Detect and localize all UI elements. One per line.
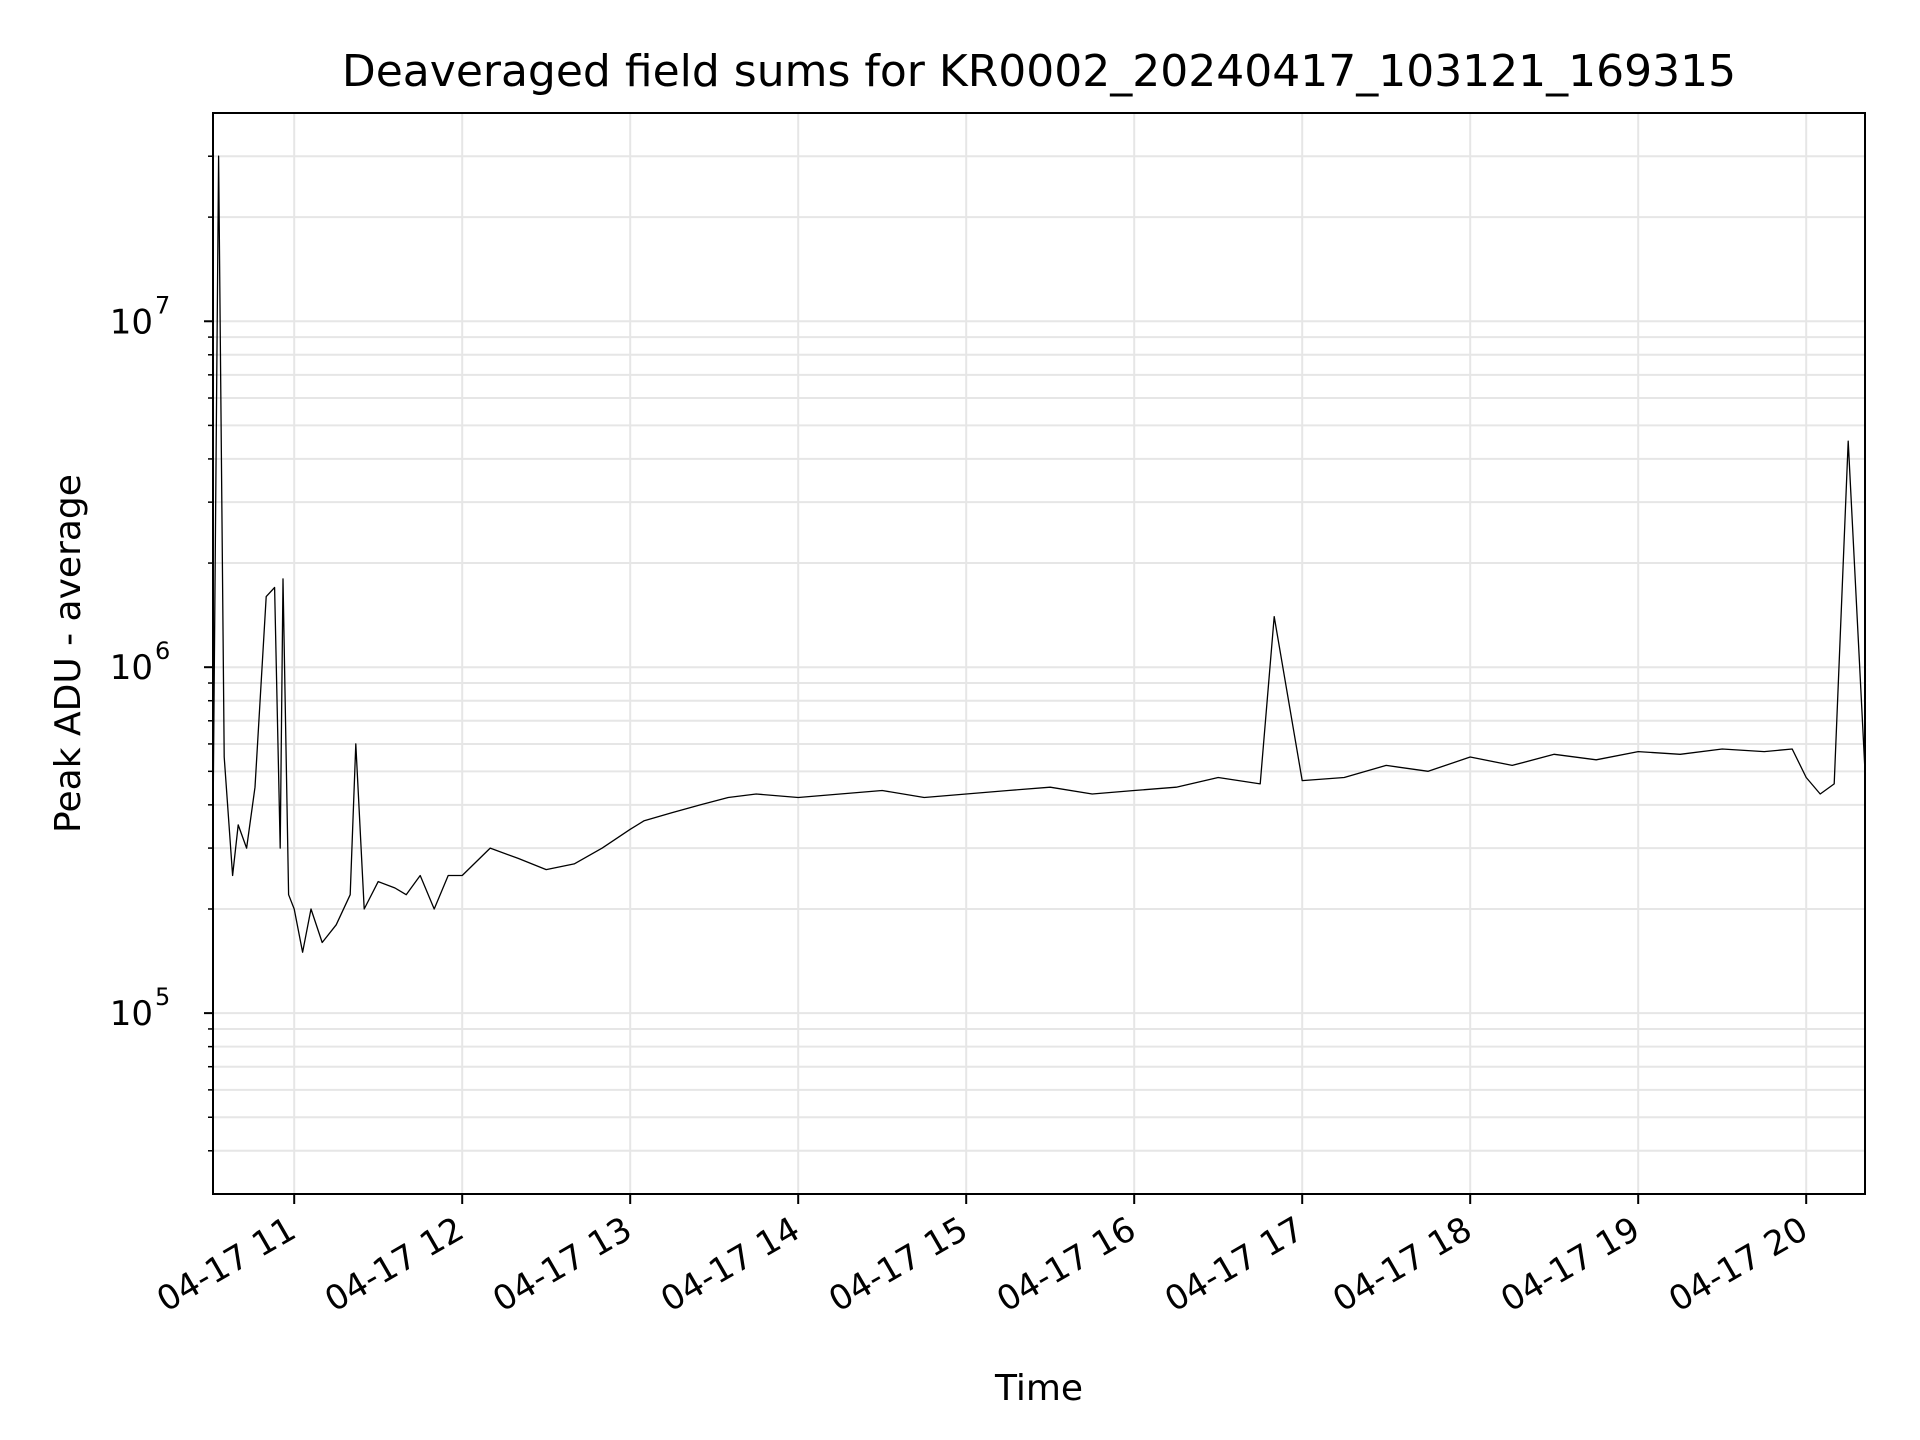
y-tick-exponent: 5 [155,983,170,1011]
y-axis-label: Peak ADU - average [48,474,89,833]
y-tick-label: 10 [110,994,153,1034]
y-tick-exponent: 6 [155,637,170,665]
data-line [212,155,1866,953]
chart-title: Deaveraged field sums for KR0002_2024041… [342,46,1736,97]
plot-frame [212,112,1866,1195]
series-layer [212,155,1866,953]
y-tick-exponent: 7 [155,291,170,319]
y-tick-label: 10 [110,648,153,688]
grid [213,113,1865,1194]
x-axis-label: Time [994,1368,1083,1409]
y-tick-label: 10 [110,302,153,342]
